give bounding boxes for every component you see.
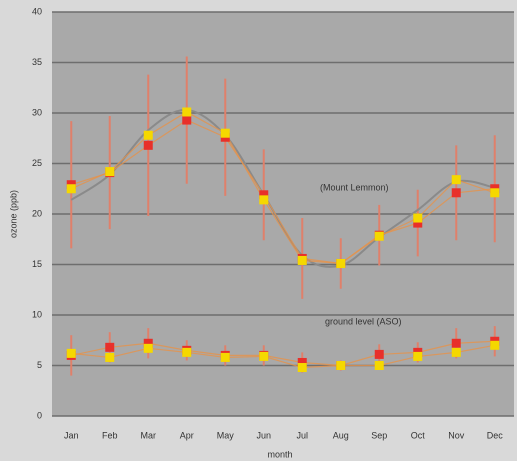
marker [143,130,153,140]
marker [451,338,461,348]
y-tick-label: 40 [32,6,42,16]
y-tick-label: 20 [32,208,42,218]
marker [220,352,230,362]
marker [374,231,384,241]
marker [374,349,384,359]
marker [105,342,115,352]
y-tick-label: 30 [32,107,42,117]
x-axis-title: month [267,449,292,459]
marker [220,128,230,138]
y-tick-label: 15 [32,259,42,269]
marker [143,343,153,353]
marker [297,255,307,265]
marker [413,351,423,361]
marker [259,190,269,200]
x-tick-label: Oct [411,430,426,440]
x-tick-label: Nov [448,430,465,440]
marker [143,140,153,150]
x-tick-label: Jun [256,430,271,440]
x-tick-label: Mar [141,430,157,440]
marker [451,188,461,198]
marker [182,115,192,125]
marker [259,351,269,361]
marker [413,218,423,228]
x-tick-label: Jan [64,430,79,440]
series-line [71,111,495,265]
marker [66,348,76,358]
marker [105,167,115,177]
series-line [71,119,495,265]
x-tick-label: Aug [333,430,349,440]
y-tick-label: 5 [37,360,42,370]
series-line [71,340,495,367]
series-line [71,344,495,369]
x-tick-label: Jul [296,430,308,440]
marker [259,195,269,205]
marker [105,352,115,362]
marker [336,361,346,370]
marker [336,258,346,268]
x-tick-label: Dec [487,430,504,440]
marker [374,361,384,370]
annotation: (Mount Lemmon) [320,182,389,192]
marker [182,347,192,357]
marker [143,338,153,348]
y-axis-title: ozone (ppb) [8,190,18,238]
marker [66,184,76,194]
y-tick-label: 25 [32,158,42,168]
marker [413,213,423,223]
x-tick-label: Feb [102,430,118,440]
marker [490,340,500,350]
marker [451,175,461,185]
marker [490,188,500,198]
marker [297,357,307,367]
x-tick-label: Apr [180,430,194,440]
x-tick-label: Sep [371,430,387,440]
y-tick-label: 0 [37,410,42,420]
annotation: ground level (ASO) [325,316,402,326]
marker [451,347,461,357]
marker [182,107,192,117]
y-tick-label: 35 [32,57,42,67]
x-tick-label: May [217,430,235,440]
y-tick-label: 10 [32,309,42,319]
marker [297,363,307,373]
